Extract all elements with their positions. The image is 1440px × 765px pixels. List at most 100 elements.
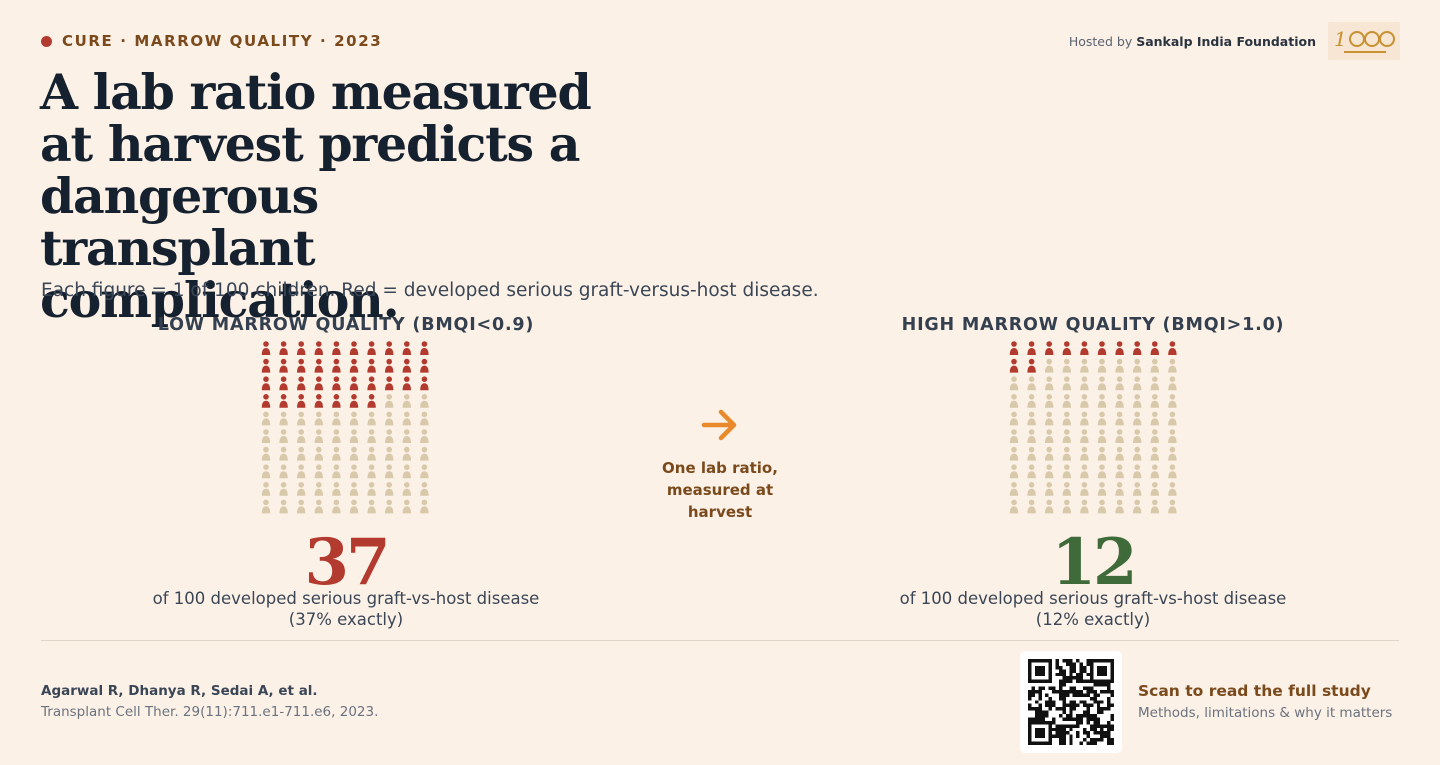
person-figure bbox=[1115, 411, 1124, 426]
person-figure bbox=[420, 429, 429, 443]
person-figure bbox=[1133, 446, 1142, 461]
person-figure bbox=[1009, 429, 1019, 443]
person-figure bbox=[1045, 376, 1054, 391]
person-figure bbox=[279, 429, 288, 443]
person-figure bbox=[1168, 429, 1177, 443]
person-figure bbox=[332, 429, 341, 443]
person-figure bbox=[1097, 411, 1107, 426]
person-figure bbox=[314, 499, 323, 514]
person-figure bbox=[279, 341, 288, 355]
person-figure bbox=[349, 376, 359, 391]
person-figure bbox=[1062, 358, 1071, 373]
person-figure bbox=[402, 429, 411, 443]
person-figure bbox=[402, 341, 411, 355]
person-figure bbox=[1168, 482, 1177, 496]
person-figure bbox=[1097, 446, 1107, 461]
person-figure bbox=[1045, 482, 1054, 496]
high-quality-note: (12% exactly) bbox=[1035, 610, 1151, 629]
person-figure bbox=[332, 341, 341, 355]
person-figure bbox=[349, 429, 359, 443]
person-figure bbox=[349, 499, 359, 514]
citation-authors: Agarwal R, Dhanya R, Sedai A, et al. bbox=[41, 683, 318, 699]
person-figure bbox=[332, 499, 341, 514]
person-figure bbox=[1133, 411, 1142, 426]
person-figure bbox=[1150, 394, 1159, 408]
middle-caption: One lab ratio, measured at harvest bbox=[662, 459, 778, 521]
person-figure bbox=[1009, 341, 1019, 355]
host-credit: Hosted by Sankalp India Foundation bbox=[1069, 34, 1316, 49]
person-figure bbox=[279, 394, 288, 408]
person-figure bbox=[1009, 499, 1019, 514]
person-figure bbox=[1062, 446, 1071, 461]
person-figure bbox=[385, 464, 394, 479]
person-figure bbox=[1062, 411, 1071, 426]
person-figure bbox=[1027, 394, 1036, 408]
person-figure bbox=[349, 394, 359, 408]
person-figure bbox=[1027, 376, 1036, 391]
person-figure bbox=[1133, 482, 1142, 496]
person-figure bbox=[1080, 482, 1089, 496]
person-figure bbox=[402, 358, 411, 373]
person-figure bbox=[1133, 341, 1142, 355]
person-figure bbox=[297, 482, 306, 496]
person-figure bbox=[1115, 394, 1124, 408]
person-figure bbox=[1133, 499, 1142, 514]
person-figure bbox=[1150, 376, 1159, 391]
person-figure bbox=[297, 394, 306, 408]
person-figure bbox=[314, 376, 323, 391]
person-figure bbox=[1115, 429, 1124, 443]
kicker: CURE · MARROW QUALITY · 2023 bbox=[41, 32, 382, 50]
high-quality-waffle bbox=[1009, 341, 1177, 514]
person-figure bbox=[1150, 429, 1159, 443]
person-figure bbox=[261, 341, 271, 355]
low-quality-desc-line: of 100 developed serious graft-vs-host d… bbox=[152, 589, 540, 608]
low-quality-title: LOW MARROW QUALITY (BMQI<0.9) bbox=[157, 315, 535, 335]
person-figure bbox=[420, 411, 429, 426]
person-figure bbox=[314, 482, 323, 496]
person-figure bbox=[1115, 446, 1124, 461]
person-figure bbox=[1009, 464, 1019, 479]
person-figure bbox=[332, 358, 341, 373]
person-figure bbox=[420, 376, 429, 391]
person-figure bbox=[1027, 411, 1036, 426]
person-figure bbox=[297, 429, 306, 443]
person-figure bbox=[1027, 464, 1036, 479]
scan-title: Scan to read the full study bbox=[1138, 682, 1371, 700]
person-figure bbox=[367, 411, 376, 426]
person-figure bbox=[402, 499, 411, 514]
person-figure bbox=[367, 429, 376, 443]
person-figure bbox=[402, 482, 411, 496]
person-figure bbox=[1027, 358, 1036, 373]
person-figure bbox=[1168, 499, 1177, 514]
person-figure bbox=[349, 482, 359, 496]
person-figure bbox=[402, 464, 411, 479]
person-figure bbox=[279, 446, 288, 461]
qr-code-icon bbox=[1028, 659, 1114, 745]
person-figure bbox=[1062, 482, 1071, 496]
person-figure bbox=[349, 341, 359, 355]
high-quality-number: 12 bbox=[1051, 525, 1137, 600]
person-figure bbox=[1080, 341, 1089, 355]
study-qr-code[interactable] bbox=[1020, 651, 1122, 753]
person-figure bbox=[1150, 499, 1159, 514]
person-figure bbox=[1009, 376, 1019, 391]
person-figure bbox=[385, 429, 394, 443]
person-figure bbox=[297, 464, 306, 479]
person-figure bbox=[314, 446, 323, 461]
person-figure bbox=[332, 446, 341, 461]
person-figure bbox=[367, 499, 376, 514]
person-figure bbox=[1027, 341, 1036, 355]
person-figure bbox=[1080, 446, 1089, 461]
person-figure bbox=[314, 358, 323, 373]
person-figure bbox=[420, 499, 429, 514]
person-figure bbox=[1133, 394, 1142, 408]
person-figure bbox=[1009, 482, 1019, 496]
person-figure bbox=[1009, 394, 1019, 408]
person-figure bbox=[1097, 429, 1107, 443]
person-figure bbox=[1097, 394, 1107, 408]
person-figure bbox=[1062, 464, 1071, 479]
person-figure bbox=[314, 464, 323, 479]
person-figure bbox=[1062, 376, 1071, 391]
person-figure bbox=[1045, 446, 1054, 461]
person-figure bbox=[385, 411, 394, 426]
